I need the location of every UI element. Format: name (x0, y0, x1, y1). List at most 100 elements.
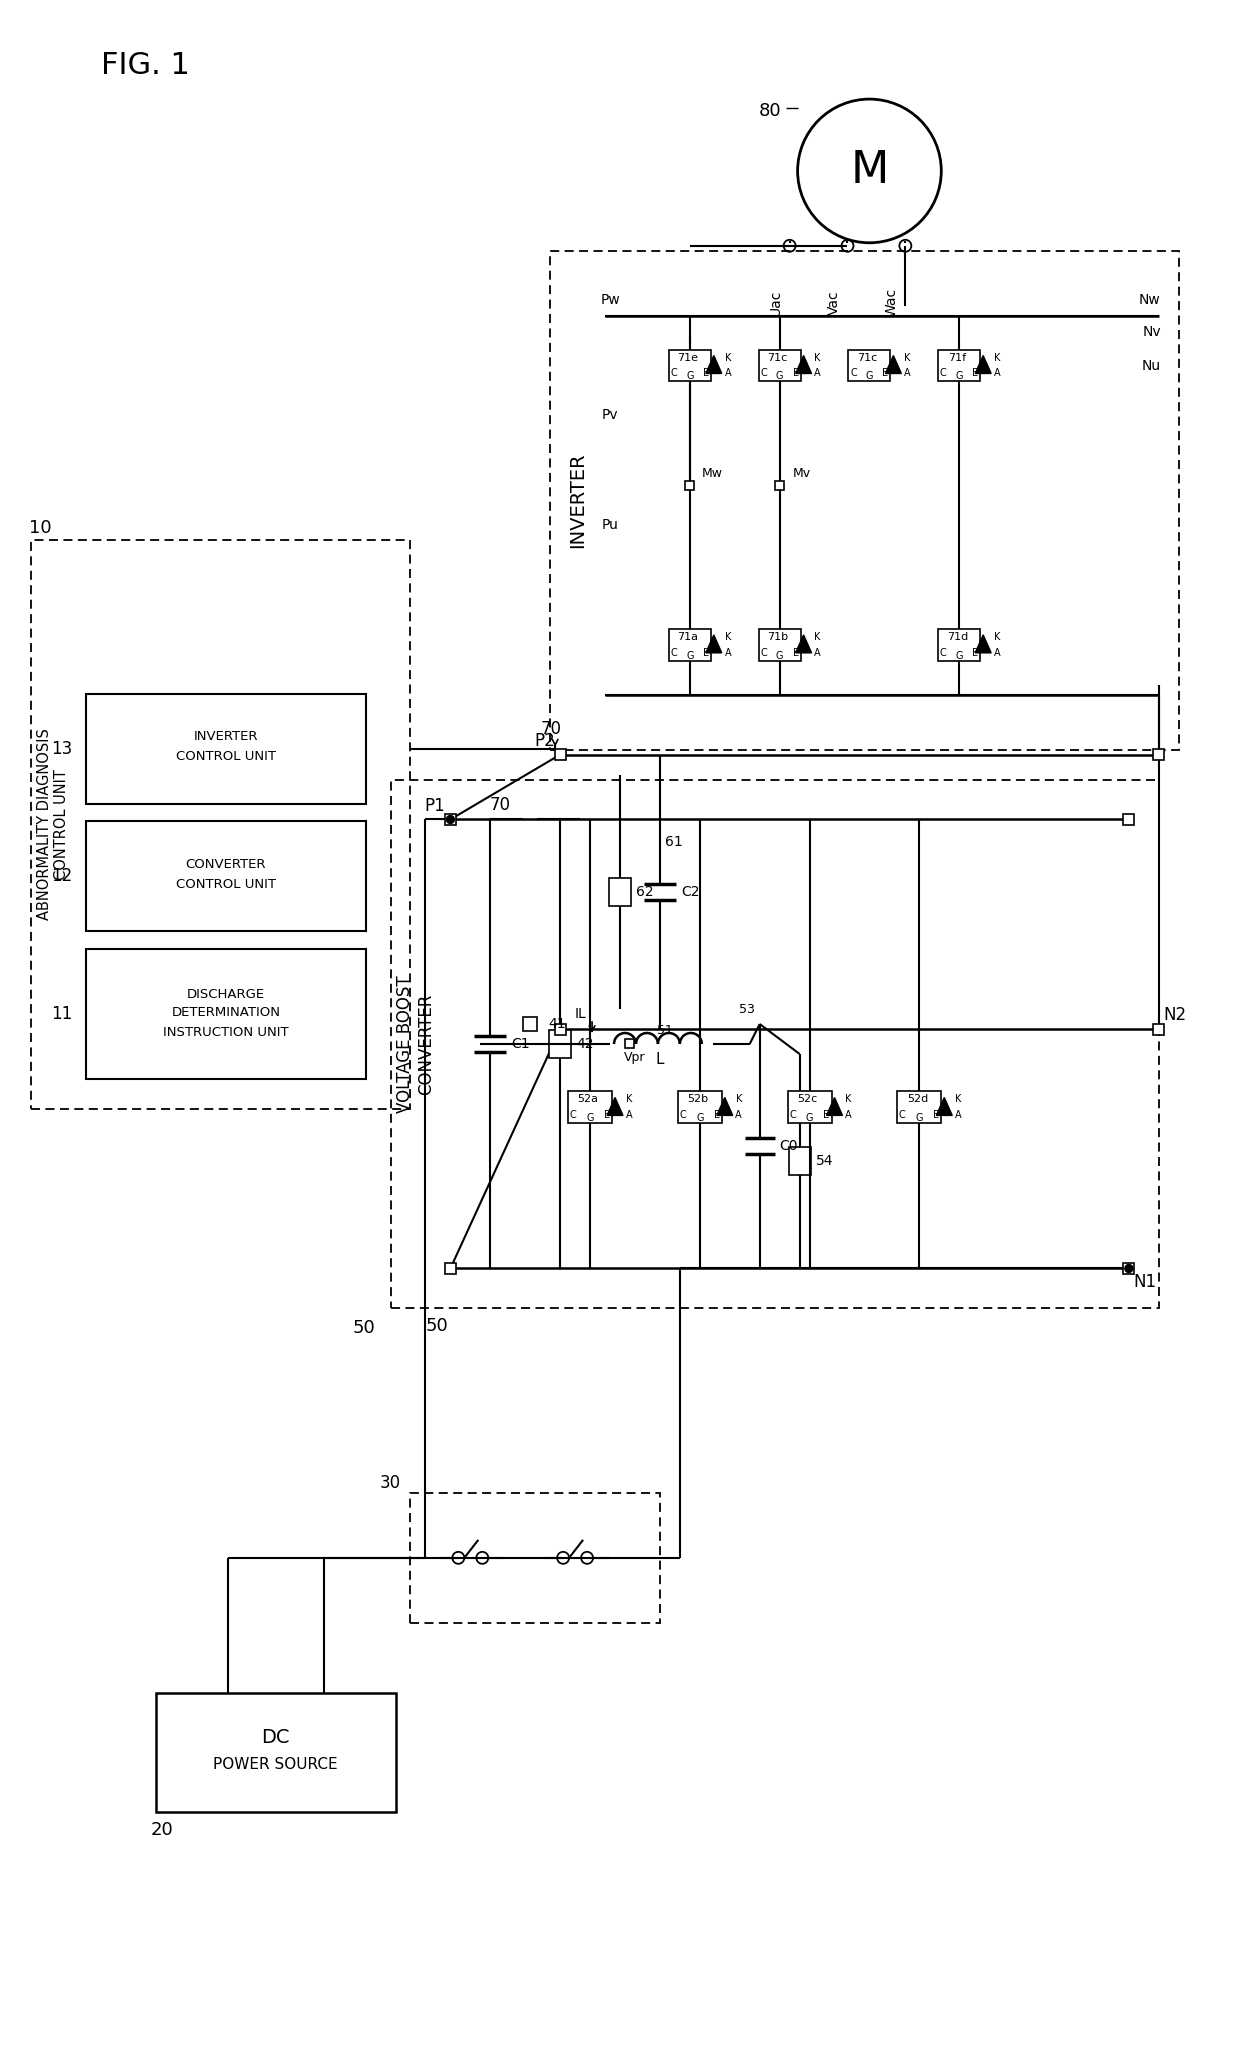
Bar (668, 350, 711, 381)
Polygon shape (796, 356, 811, 374)
Bar (554, 749, 565, 759)
Text: ABNORMALITY DIAGNOSIS
CONTROL UNIT: ABNORMALITY DIAGNOSIS CONTROL UNIT (37, 728, 69, 921)
Text: P2: P2 (534, 732, 556, 749)
Bar (391, 780, 1159, 1308)
Text: A: A (724, 648, 732, 658)
Circle shape (446, 815, 454, 823)
Text: Vac: Vac (827, 290, 841, 314)
Bar (410, 1494, 660, 1622)
Bar (686, 480, 694, 490)
Text: DISCHARGE: DISCHARGE (187, 987, 265, 1001)
Text: 54: 54 (816, 1155, 833, 1169)
Text: P1: P1 (424, 797, 445, 815)
Text: C: C (851, 368, 857, 379)
Text: Pw: Pw (600, 292, 620, 306)
Text: E: E (934, 1111, 940, 1121)
Bar (445, 1262, 456, 1275)
Bar (668, 629, 711, 660)
Text: Nv: Nv (1142, 325, 1161, 339)
Text: INVERTER: INVERTER (193, 730, 258, 743)
Text: C: C (940, 368, 946, 379)
Text: L: L (656, 1053, 665, 1068)
Text: A: A (724, 368, 732, 379)
Text: A: A (955, 1111, 961, 1121)
Text: 71b: 71b (768, 631, 789, 641)
Bar (787, 1092, 832, 1123)
Text: 41: 41 (548, 1018, 565, 1030)
Text: FIG. 1: FIG. 1 (102, 52, 190, 81)
Text: 52c: 52c (797, 1095, 817, 1105)
Text: Nu: Nu (1142, 358, 1161, 372)
Text: 71d: 71d (946, 631, 968, 641)
Text: 70: 70 (490, 794, 511, 813)
Text: INSTRUCTION UNIT: INSTRUCTION UNIT (164, 1026, 289, 1039)
Text: A: A (993, 648, 1001, 658)
Polygon shape (975, 356, 991, 374)
Text: Pv: Pv (601, 408, 619, 422)
Bar (898, 1092, 941, 1123)
Bar (1123, 813, 1135, 826)
Polygon shape (975, 635, 991, 654)
Bar (1153, 749, 1164, 759)
Text: K: K (846, 1095, 852, 1105)
Text: E: E (703, 648, 709, 658)
Text: 50: 50 (425, 1318, 448, 1335)
Text: A: A (993, 368, 1001, 379)
Text: 11: 11 (51, 1006, 72, 1022)
Text: C: C (760, 368, 768, 379)
Bar (87, 950, 366, 1078)
Bar (759, 629, 801, 660)
Bar (31, 540, 410, 1109)
Text: E: E (792, 368, 799, 379)
Bar (1153, 1024, 1164, 1034)
Text: K: K (994, 631, 1001, 641)
Bar (1123, 1262, 1135, 1275)
Bar (445, 813, 456, 826)
Circle shape (1125, 1264, 1133, 1272)
Text: CONTROL UNIT: CONTROL UNIT (176, 877, 275, 892)
Text: A: A (846, 1111, 852, 1121)
Polygon shape (706, 356, 722, 374)
Text: Pu: Pu (601, 517, 619, 532)
Text: C: C (680, 1111, 686, 1121)
Text: C: C (899, 1111, 905, 1121)
Bar (554, 1024, 565, 1034)
Text: 42: 42 (577, 1037, 594, 1051)
Polygon shape (717, 1097, 733, 1115)
Text: G: G (806, 1113, 813, 1123)
Text: 71c: 71c (768, 352, 787, 362)
Bar (848, 350, 890, 381)
Text: G: G (587, 1113, 594, 1123)
Text: 71c: 71c (857, 352, 878, 362)
Text: C2: C2 (681, 886, 699, 898)
Text: IL: IL (574, 1008, 587, 1020)
Text: K: K (955, 1095, 961, 1105)
Text: K: K (994, 352, 1001, 362)
Text: CONTROL UNIT: CONTROL UNIT (176, 751, 275, 763)
Text: POWER SOURCE: POWER SOURCE (213, 1757, 339, 1771)
Text: Nw: Nw (1140, 292, 1161, 306)
Bar (549, 1030, 572, 1057)
Text: C: C (940, 648, 946, 658)
Text: DETERMINATION: DETERMINATION (171, 1006, 280, 1018)
Text: G: G (866, 372, 873, 381)
Text: Wac: Wac (884, 288, 899, 317)
Bar (789, 1146, 811, 1175)
Polygon shape (885, 356, 901, 374)
Text: G: G (956, 372, 963, 381)
Text: 70: 70 (541, 720, 562, 739)
Text: Uac: Uac (769, 290, 782, 317)
Text: C: C (789, 1111, 796, 1121)
Text: C1: C1 (511, 1037, 529, 1051)
Bar (156, 1692, 396, 1812)
Text: K: K (724, 631, 730, 641)
Text: M: M (851, 149, 889, 192)
Text: 53: 53 (739, 1003, 755, 1016)
Bar (625, 1039, 635, 1049)
Bar (568, 1092, 613, 1123)
Text: G: G (915, 1113, 923, 1123)
Text: INVERTER: INVERTER (569, 453, 588, 548)
Text: 61: 61 (665, 836, 683, 848)
Text: E: E (714, 1111, 720, 1121)
Bar (678, 1092, 722, 1123)
